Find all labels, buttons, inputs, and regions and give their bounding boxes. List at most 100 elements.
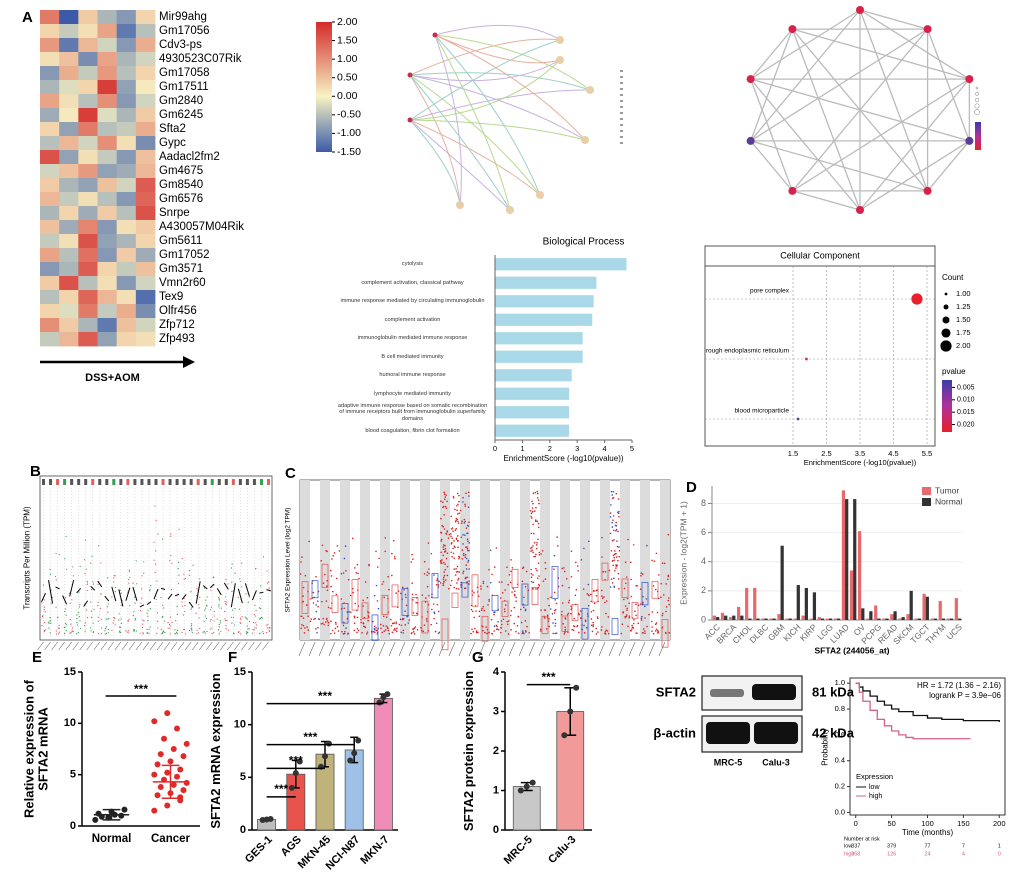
decor-dot bbox=[266, 624, 268, 626]
category-label: rough endoplasmic reticulum bbox=[706, 348, 789, 355]
decor-dot bbox=[467, 540, 469, 542]
decor-line bbox=[244, 583, 250, 597]
decor-dot bbox=[360, 621, 362, 624]
decor-dot bbox=[441, 524, 443, 527]
decor-dot bbox=[155, 550, 157, 552]
decor-dot bbox=[392, 622, 395, 625]
decor-dot bbox=[464, 577, 467, 579]
legend-dot bbox=[942, 316, 950, 324]
decor-dot bbox=[467, 491, 470, 494]
dot bbox=[911, 293, 923, 305]
decor-dot bbox=[299, 573, 302, 575]
heat-cell bbox=[135, 164, 156, 179]
heat-cell bbox=[59, 220, 79, 235]
decor-dot bbox=[450, 533, 452, 535]
decor-dot bbox=[190, 625, 193, 627]
heat-cell bbox=[116, 136, 137, 151]
heat-cell bbox=[59, 24, 79, 39]
decor-dot bbox=[590, 611, 593, 613]
decor-dot bbox=[536, 490, 539, 493]
decor-dot bbox=[90, 601, 92, 603]
decor-dot bbox=[468, 542, 470, 544]
decor-dot bbox=[461, 557, 464, 560]
network-edge bbox=[409, 74, 511, 211]
decor-dot bbox=[544, 609, 547, 611]
decor-box bbox=[511, 569, 519, 589]
decor-band bbox=[440, 480, 450, 640]
decor-dot bbox=[50, 589, 52, 591]
decor-line bbox=[167, 593, 173, 600]
data-point bbox=[296, 758, 303, 765]
decor-dot bbox=[530, 568, 532, 571]
decor-dot bbox=[618, 510, 620, 513]
heat-cell bbox=[78, 248, 98, 263]
decor-dot bbox=[464, 587, 467, 590]
decor-dot bbox=[255, 624, 257, 626]
decor-dot bbox=[497, 620, 499, 623]
data-point bbox=[523, 783, 530, 790]
decor-dot bbox=[315, 576, 317, 578]
legend-swatch bbox=[620, 76, 623, 78]
decor-dot bbox=[85, 568, 87, 570]
decor-dot bbox=[666, 578, 669, 581]
dot bbox=[796, 417, 800, 421]
row-label: A430057M04Rik bbox=[159, 221, 244, 233]
legend-swatch bbox=[620, 106, 623, 108]
decor-line bbox=[220, 641, 227, 651]
decor-dot bbox=[330, 585, 332, 588]
decor-dot bbox=[231, 590, 233, 593]
decor-dot bbox=[447, 537, 450, 539]
decor-dot bbox=[446, 530, 449, 532]
decor-dot bbox=[239, 580, 241, 583]
decor-header bbox=[70, 479, 74, 485]
decor-dot bbox=[462, 554, 465, 557]
bar bbox=[495, 424, 569, 437]
x-tick-label: 5 bbox=[630, 444, 634, 453]
decor-dot bbox=[629, 629, 632, 632]
decor-dot bbox=[55, 630, 57, 632]
decor-dot bbox=[624, 605, 627, 607]
bar bbox=[941, 618, 946, 620]
legend-label: 1.75 bbox=[956, 328, 971, 337]
decor-dot bbox=[387, 627, 389, 630]
decor-dot bbox=[233, 624, 236, 626]
decor-line bbox=[146, 601, 152, 605]
decor-dot bbox=[54, 575, 57, 578]
decor-dot bbox=[231, 622, 233, 624]
decor-dot bbox=[532, 551, 534, 554]
decor-dot bbox=[473, 616, 476, 619]
decor-dot bbox=[630, 595, 633, 598]
network-edge bbox=[434, 34, 541, 196]
decor-dot bbox=[532, 523, 534, 526]
decor-line bbox=[266, 589, 271, 592]
decor-dot bbox=[506, 620, 509, 623]
decor-dot bbox=[583, 632, 586, 634]
bar bbox=[780, 545, 784, 620]
decor-dot bbox=[382, 580, 385, 583]
decor-dot bbox=[178, 528, 180, 530]
plot-frame bbox=[849, 677, 1006, 816]
decor-dot bbox=[382, 624, 385, 627]
decor-dot bbox=[262, 633, 265, 635]
decor-header bbox=[133, 479, 137, 485]
y-axis-label: SFTA2 protein expression bbox=[460, 670, 476, 832]
decor-dot bbox=[621, 623, 624, 626]
decor-dot bbox=[354, 567, 356, 569]
bar bbox=[954, 598, 958, 620]
network-edge bbox=[859, 9, 928, 30]
decor-dot bbox=[512, 587, 515, 590]
decor-dot bbox=[150, 585, 152, 587]
panel-label: D bbox=[686, 479, 697, 496]
colorbar-tick-label: 1.50 bbox=[337, 34, 358, 46]
survival-curve bbox=[855, 682, 1000, 722]
decor-dot bbox=[156, 580, 158, 582]
decor-dot bbox=[554, 622, 557, 625]
decor-dot bbox=[612, 515, 615, 517]
decor-dot bbox=[555, 632, 558, 634]
y-tick-label: 1.0 bbox=[835, 678, 845, 687]
decor-dot bbox=[120, 622, 123, 624]
decor-dot bbox=[604, 601, 606, 604]
decor-dot bbox=[153, 541, 155, 543]
decor-dot bbox=[423, 573, 426, 575]
decor-dot bbox=[467, 559, 470, 562]
